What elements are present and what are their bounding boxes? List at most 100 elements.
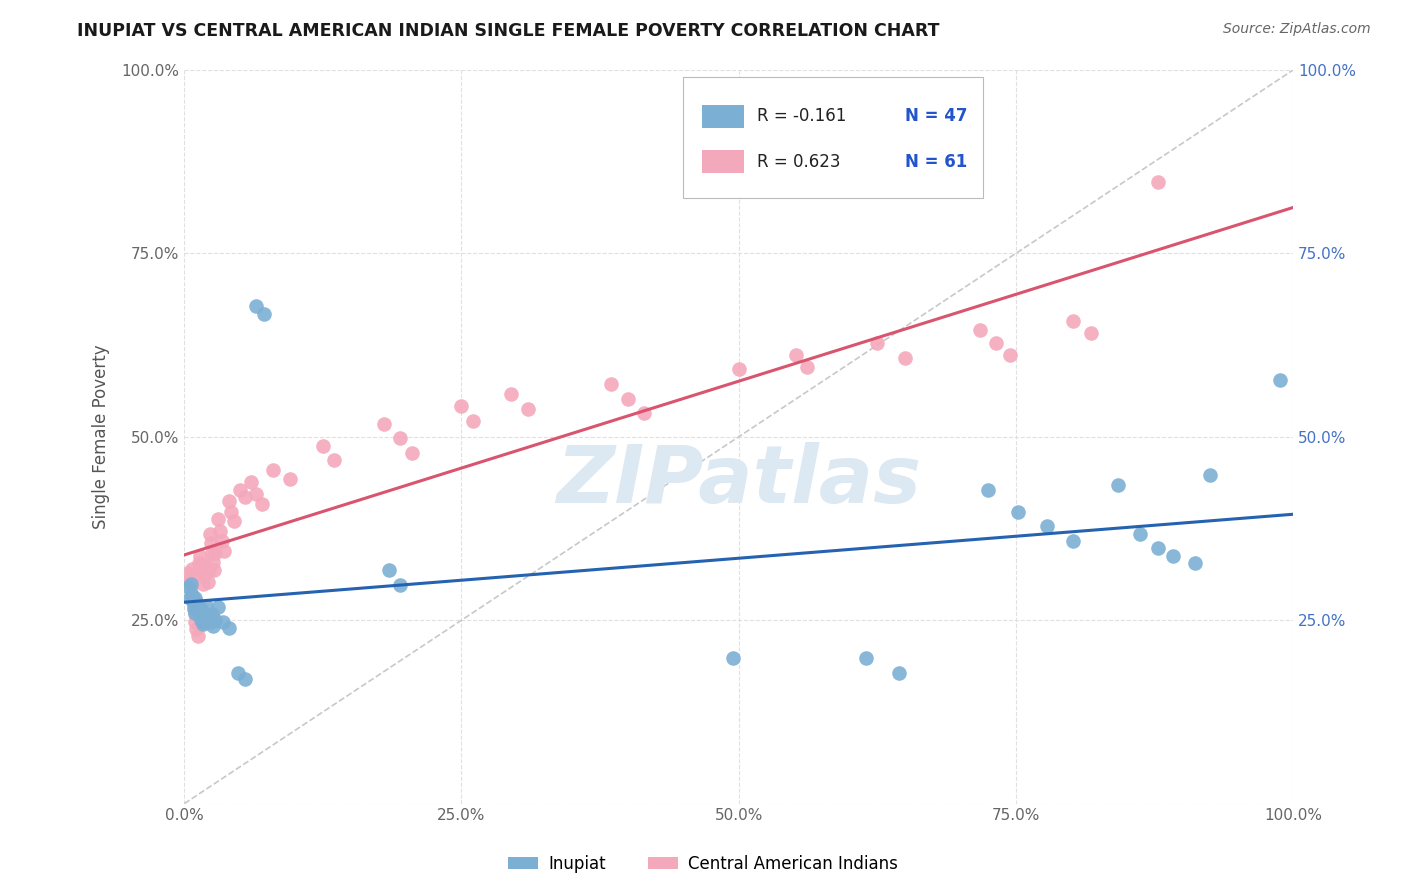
Legend: Inupiat, Central American Indians: Inupiat, Central American Indians [502,848,904,880]
Point [633,406,655,420]
Point [323,453,346,467]
Point [1268,373,1291,387]
Point [188,607,211,622]
Point [373,417,395,431]
Point [501,387,523,401]
Point [176,580,198,594]
Point [1062,534,1084,549]
Point [219,505,242,519]
Point [184,606,207,620]
Point [1146,541,1168,556]
Bar [702,150,744,173]
Point [195,566,218,580]
Point [1080,326,1102,340]
Point [197,563,219,577]
Point [201,607,224,622]
Point [218,494,240,508]
Point [517,401,540,416]
Point [245,487,267,501]
Point [1062,314,1084,328]
Point [191,576,214,591]
Point [1036,519,1059,533]
Point [187,599,209,613]
Text: Source: ZipAtlas.com: Source: ZipAtlas.com [1223,22,1371,37]
Point [193,567,215,582]
Point [181,588,204,602]
Point [312,439,335,453]
Point [183,602,205,616]
Point [191,609,214,624]
Point [191,567,214,582]
Point [389,578,412,592]
Point [855,651,877,665]
Point [207,600,229,615]
Text: INUPIAT VS CENTRAL AMERICAN INDIAN SINGLE FEMALE POVERTY CORRELATION CHART: INUPIAT VS CENTRAL AMERICAN INDIAN SINGL… [77,22,939,40]
Point [262,463,284,477]
Point [187,556,209,570]
Point [378,563,401,577]
Point [197,609,219,624]
Point [184,615,207,629]
Point [187,604,209,618]
Point [224,514,246,528]
Point [198,526,221,541]
Point [204,546,226,560]
Point [727,362,749,376]
Point [191,616,214,631]
Point [211,534,233,549]
Point [785,348,807,362]
Point [218,621,240,635]
Point [894,351,917,365]
Point [233,672,256,686]
Point [181,595,204,609]
Point [1184,556,1206,570]
Point [188,549,211,563]
Point [186,595,208,609]
Point [253,307,276,321]
Point [184,607,207,622]
Point [1000,348,1022,362]
Point [212,615,235,629]
Point [197,575,219,590]
Point [450,399,472,413]
Point [401,446,423,460]
Point [181,562,204,576]
Point [194,558,217,573]
Point [194,615,217,629]
Point [984,335,1007,350]
Text: R = -0.161: R = -0.161 [758,107,846,125]
Point [239,475,262,490]
Point [250,497,273,511]
Point [721,651,744,665]
Point [461,414,484,428]
Point [190,613,212,627]
Point [202,555,225,569]
Text: R = 0.623: R = 0.623 [758,153,841,170]
Point [1198,467,1220,482]
Point [195,599,218,613]
Point [616,392,638,406]
Point [796,360,818,375]
Point [1146,175,1168,189]
Point [179,573,201,587]
Point [1107,477,1129,491]
Point [190,602,212,616]
Point [176,566,198,580]
Point [179,591,201,606]
FancyBboxPatch shape [683,78,983,198]
Text: N = 47: N = 47 [905,107,967,125]
Bar [702,104,744,128]
Point [229,483,252,497]
Point [889,666,911,681]
Point [180,580,202,594]
Point [212,543,235,558]
Point [1161,549,1184,563]
Point [201,546,224,560]
Point [180,576,202,591]
Point [278,472,301,486]
Point [187,629,209,643]
Point [1007,505,1029,519]
Point [866,335,889,350]
Text: ZIPatlas: ZIPatlas [557,442,921,520]
Point [184,591,207,606]
